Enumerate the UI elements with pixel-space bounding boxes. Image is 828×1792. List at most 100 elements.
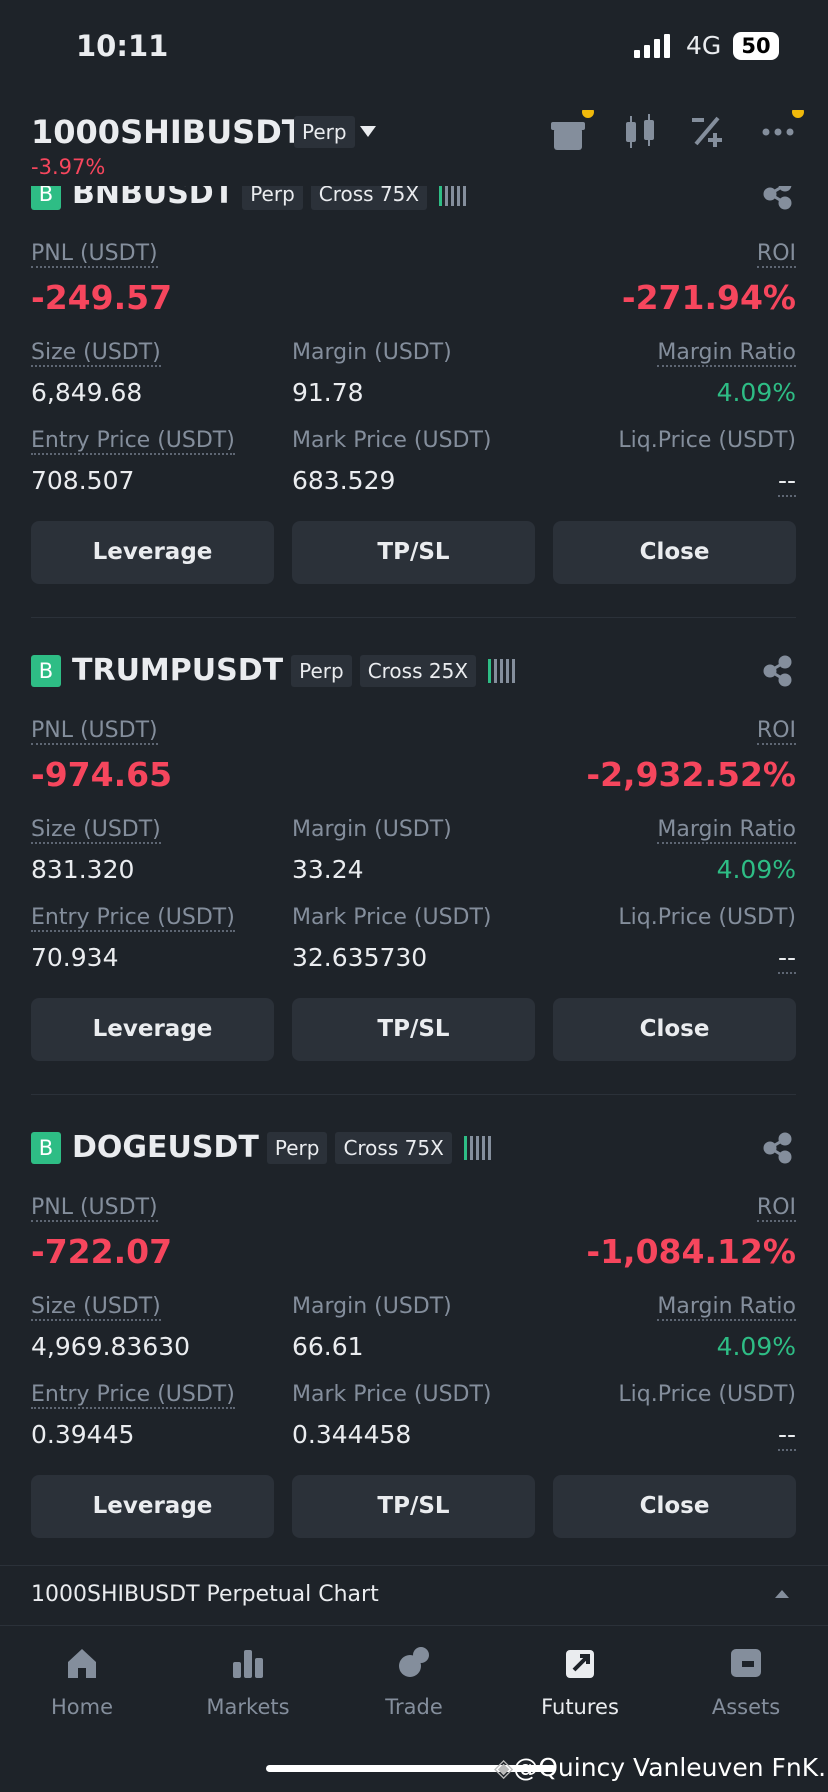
field-value-text: 0.344458	[292, 1420, 412, 1449]
nav-item[interactable]: Trade	[334, 1626, 494, 1736]
battery: 50	[733, 32, 779, 60]
field-value-text: 32.635730	[292, 943, 428, 972]
network: 4G	[686, 31, 722, 60]
nav-label[interactable]: Home	[50, 1695, 113, 1719]
field-label: Margin Ratio	[657, 1292, 796, 1322]
share-icon[interactable]	[762, 186, 792, 210]
field-value-text: 683.529	[292, 466, 396, 495]
field-value-text: 4.09%	[716, 855, 796, 884]
field-value: 70.934	[31, 942, 118, 974]
dropdown-icon[interactable]	[360, 126, 376, 138]
field-label-text: ROI	[756, 241, 796, 268]
field-value: 708.507	[31, 465, 134, 497]
contract-tag: Perp	[291, 655, 352, 687]
field-value: -2,932.52%	[586, 755, 796, 795]
nav-label[interactable]: Trade	[385, 1695, 443, 1719]
margin-mode-tag: Cross 75X	[335, 1132, 452, 1164]
field-value-text: -2,932.52%	[586, 755, 796, 794]
position-symbol[interactable]: DOGEUSDT	[72, 1130, 259, 1165]
action-button[interactable]: Leverage	[31, 998, 274, 1061]
header-symbol[interactable]: 1000SHIBUSDT	[31, 113, 304, 151]
action-button[interactable]: TP/SL	[292, 998, 535, 1061]
field-label-text: Margin (USDT)	[292, 817, 452, 842]
field-value-text: -271.94%	[621, 278, 796, 317]
field-value: 831.320	[31, 854, 134, 886]
action-button[interactable]: TP/SL	[292, 1475, 535, 1538]
field-label: Margin Ratio	[657, 338, 796, 368]
divider	[31, 1094, 796, 1095]
side-badge: B	[31, 1132, 61, 1164]
risk-bar	[481, 1136, 485, 1160]
nav-label[interactable]: Markets	[206, 1695, 290, 1719]
signal-icon	[634, 34, 670, 58]
field-value: 683.529	[292, 465, 395, 497]
risk-bar	[463, 186, 467, 206]
header-icons	[551, 110, 804, 150]
field-label-text: Entry Price (USDT)	[31, 428, 235, 455]
chart-bar[interactable]	[0, 1565, 828, 1626]
watermark-text: @Quincy Vanleuven FnK...	[513, 1753, 828, 1782]
nav-item[interactable]: Assets	[666, 1626, 826, 1736]
nav-icon	[399, 1647, 429, 1677]
risk-bar	[463, 1136, 467, 1160]
field-label-text: Liq.Price (USDT)	[618, 905, 796, 930]
nav-label[interactable]: Assets	[711, 1695, 781, 1719]
chart-bar-title[interactable]: 1000SHIBUSDT Perpetual Chart	[31, 1582, 379, 1607]
field-label: Entry Price (USDT)	[31, 426, 235, 456]
action-button[interactable]: Leverage	[31, 521, 274, 584]
field-label: PNL (USDT)	[31, 1193, 158, 1223]
share-icon[interactable]	[762, 655, 792, 687]
field-label-text: Size (USDT)	[31, 340, 161, 367]
contract-tag: Perp	[266, 1132, 328, 1164]
share-icon[interactable]	[762, 1132, 792, 1164]
field-label-text: Liq.Price (USDT)	[618, 428, 796, 453]
nav-item[interactable]: Home	[2, 1626, 162, 1736]
side-badge: B	[31, 186, 61, 210]
nav-icon	[731, 1649, 761, 1677]
field-label: Liq.Price (USDT)	[618, 903, 796, 933]
field-label-text: Liq.Price (USDT)	[618, 1382, 796, 1407]
action-button[interactable]: Close	[553, 521, 796, 584]
risk-bar	[475, 1136, 479, 1160]
home-indicator	[266, 1765, 556, 1772]
nav-item[interactable]: Markets	[168, 1626, 328, 1736]
field-label-text: Margin Ratio	[657, 1294, 796, 1321]
field-value: -249.57	[31, 278, 172, 318]
field-label-text: PNL (USDT)	[31, 718, 158, 745]
position-symbol[interactable]: BNBUSDT	[72, 186, 235, 211]
field-value-text: 708.507	[31, 466, 135, 495]
margin-mode-tag: Cross 25X	[359, 655, 477, 687]
field-value-text: 33.24	[292, 855, 364, 884]
position-symbol[interactable]: TRUMPUSDT	[72, 653, 284, 688]
nav-label[interactable]: Futures	[541, 1695, 619, 1719]
field-label: ROI	[756, 239, 796, 269]
field-label: Margin (USDT)	[292, 1292, 452, 1322]
action-button[interactable]: Close	[553, 1475, 796, 1538]
header	[0, 96, 828, 186]
field-value: 4.09%	[717, 1331, 796, 1363]
risk-bar	[487, 1136, 491, 1160]
risk-bar	[445, 186, 449, 206]
field-label: Size (USDT)	[31, 338, 161, 368]
field-value: 91.78	[292, 377, 364, 409]
action-button[interactable]: TP/SL	[292, 521, 535, 584]
nav-icon	[233, 1650, 263, 1678]
field-label: Entry Price (USDT)	[31, 903, 235, 933]
side-badge: B	[31, 655, 61, 687]
field-value-text: 70.934	[31, 943, 119, 972]
chart-bar-caret[interactable]	[775, 1589, 789, 1599]
action-button[interactable]: Close	[553, 998, 796, 1061]
field-label: PNL (USDT)	[31, 239, 158, 269]
nav-icon	[68, 1649, 96, 1678]
action-button[interactable]: Leverage	[31, 1475, 274, 1538]
nav-item[interactable]: Futures	[500, 1626, 660, 1736]
field-value-text: 4,969.83630	[31, 1332, 191, 1361]
field-value-text: 831.320	[31, 855, 135, 884]
field-value: 66.61	[292, 1331, 364, 1363]
field-value-text: 4.09%	[716, 378, 796, 407]
bottom-nav: Home Markets Trade Futures Assets	[0, 1626, 828, 1792]
risk-bar	[512, 659, 516, 683]
field-value: 4,969.83630	[31, 1331, 190, 1363]
field-label: Size (USDT)	[31, 815, 161, 845]
